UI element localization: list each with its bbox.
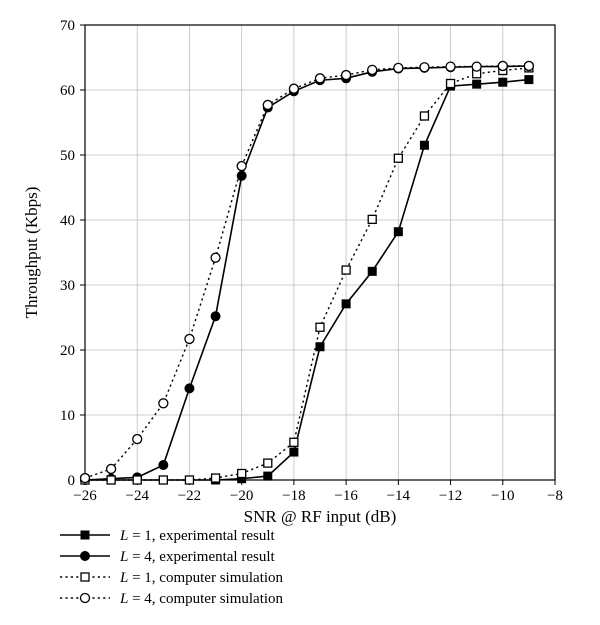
svg-text:SNR @ RF input (dB): SNR @ RF input (dB)	[244, 507, 397, 526]
chart-svg: −26 −24 −22 −20 −18 −16 −14 −12 −10 −8 0 10 20 30 40 50…	[0, 0, 600, 625]
svg-text:−18: −18	[282, 488, 305, 504]
svg-text:−20: −20	[230, 488, 253, 504]
svg-text:L = 4, experimental result: L = 4, experimental result	[119, 549, 276, 565]
svg-text:−24: −24	[125, 488, 149, 504]
svg-text:70: 70	[60, 18, 75, 34]
throughput-chart: −26 −24 −22 −20 −18 −16 −14 −12 −10 −8 0 10 20 30 40 50…	[0, 0, 600, 625]
svg-text:−12: −12	[439, 488, 462, 504]
svg-text:−8: −8	[547, 488, 563, 504]
svg-text:L = 1, experimental result: L = 1, experimental result	[119, 528, 276, 544]
svg-text:−14: −14	[387, 488, 411, 504]
svg-text:40: 40	[60, 213, 75, 229]
svg-text:−26: −26	[73, 488, 97, 504]
svg-text:10: 10	[60, 408, 75, 424]
svg-text:30: 30	[60, 278, 75, 294]
svg-text:−22: −22	[178, 488, 201, 504]
svg-text:20: 20	[60, 343, 75, 359]
svg-text:L = 1, computer simulation: L = 1, computer simulation	[119, 570, 284, 586]
svg-text:0: 0	[68, 473, 76, 489]
svg-text:60: 60	[60, 83, 75, 99]
svg-text:50: 50	[60, 148, 75, 164]
svg-text:−10: −10	[491, 488, 514, 504]
svg-text:−16: −16	[334, 488, 358, 504]
svg-text:L = 4, computer simulation: L = 4, computer simulation	[119, 591, 284, 607]
svg-text:Throughput (Kbps): Throughput (Kbps)	[22, 187, 41, 319]
